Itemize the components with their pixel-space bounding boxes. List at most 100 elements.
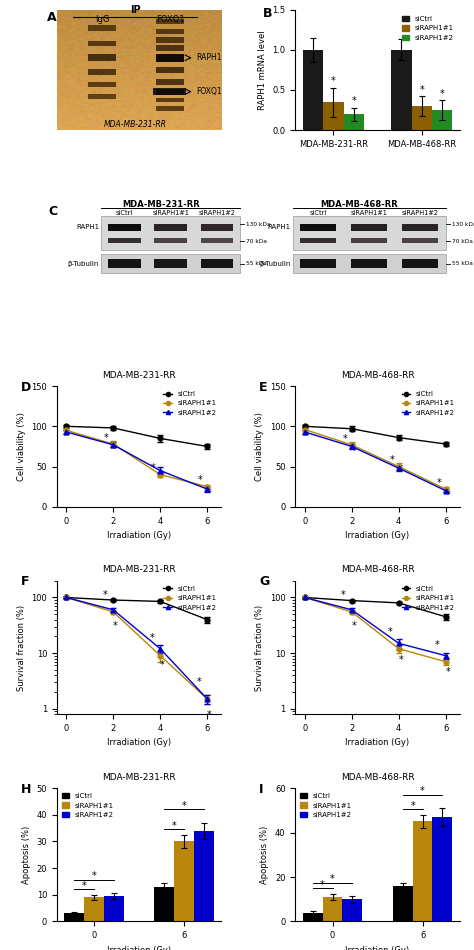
- Bar: [391, 49, 411, 130]
- Text: RAPH1: RAPH1: [76, 224, 99, 231]
- Bar: [155, 79, 184, 85]
- Bar: [155, 53, 184, 62]
- Bar: [88, 94, 117, 99]
- Bar: [155, 106, 184, 111]
- Text: *: *: [207, 488, 212, 499]
- Bar: [64, 914, 84, 922]
- Legend: siCtrl, siRAPH1#1, siRAPH1#2: siCtrl, siRAPH1#1, siRAPH1#2: [162, 584, 218, 612]
- Legend: siCtrl, siRAPH1#1, siRAPH1#2: siCtrl, siRAPH1#1, siRAPH1#2: [401, 390, 456, 417]
- Bar: [402, 258, 438, 269]
- Text: *: *: [91, 871, 96, 882]
- Text: *: *: [150, 634, 155, 643]
- Text: 55 kDa: 55 kDa: [246, 261, 267, 266]
- Text: *: *: [399, 655, 403, 665]
- Text: *: *: [341, 590, 346, 599]
- Bar: [393, 886, 413, 922]
- Text: D: D: [21, 381, 31, 394]
- Bar: [300, 224, 336, 231]
- Bar: [155, 98, 184, 103]
- Text: RAPH1: RAPH1: [267, 224, 291, 231]
- Title: MDA-MB-231-RR: MDA-MB-231-RR: [102, 370, 176, 380]
- Legend: siCtrl, siRAPH1#1, siRAPH1#2: siCtrl, siRAPH1#1, siRAPH1#2: [162, 390, 218, 417]
- Y-axis label: Apoptosis (%): Apoptosis (%): [22, 826, 31, 884]
- X-axis label: Irradiation (Gy): Irradiation (Gy): [346, 738, 410, 748]
- Bar: [351, 224, 387, 231]
- Bar: [201, 238, 233, 243]
- Text: *: *: [197, 676, 201, 687]
- Bar: [155, 66, 184, 73]
- Bar: [201, 224, 233, 231]
- Text: *: *: [410, 801, 415, 810]
- Legend: siCtrl, siRAPH1#1, siRAPH1#2: siCtrl, siRAPH1#1, siRAPH1#2: [60, 791, 115, 820]
- Y-axis label: Survival fraction (%): Survival fraction (%): [17, 604, 26, 691]
- Bar: [88, 41, 117, 46]
- Title: MDA-MB-468-RR: MDA-MB-468-RR: [341, 370, 414, 380]
- Bar: [104, 896, 124, 921]
- Bar: [323, 102, 344, 130]
- Text: G: G: [259, 576, 269, 588]
- Text: *: *: [113, 621, 118, 631]
- Bar: [155, 19, 184, 24]
- Legend: siCtrl, siRAPH1#1, siRAPH1#2: siCtrl, siRAPH1#1, siRAPH1#2: [401, 584, 456, 612]
- Bar: [174, 842, 194, 922]
- Bar: [108, 238, 141, 243]
- Title: MDA-MB-231-RR: MDA-MB-231-RR: [102, 772, 176, 782]
- X-axis label: Irradiation (Gy): Irradiation (Gy): [107, 531, 171, 540]
- Bar: [303, 913, 323, 921]
- Text: *: *: [207, 711, 212, 720]
- Bar: [411, 106, 432, 130]
- Bar: [108, 224, 141, 231]
- Text: *: *: [198, 475, 202, 485]
- Legend: siCtrl, siRAPH1#1, siRAPH1#2: siCtrl, siRAPH1#1, siRAPH1#2: [299, 791, 353, 820]
- Y-axis label: RAPH1 mRNA level: RAPH1 mRNA level: [258, 30, 267, 109]
- Text: A: A: [46, 10, 56, 24]
- Bar: [201, 258, 233, 269]
- Bar: [300, 238, 336, 243]
- Text: siCtrl: siCtrl: [310, 210, 327, 216]
- Text: *: *: [331, 76, 336, 86]
- Y-axis label: Apoptosis (%): Apoptosis (%): [260, 826, 269, 884]
- Bar: [155, 88, 184, 95]
- Text: *: *: [440, 89, 445, 99]
- Text: I: I: [259, 783, 264, 796]
- Text: *: *: [351, 97, 356, 106]
- Text: *: *: [104, 433, 109, 443]
- Y-axis label: Cell viability (%): Cell viability (%): [255, 412, 264, 481]
- Text: *: *: [389, 455, 394, 465]
- Text: siRAPH1#2: siRAPH1#2: [199, 210, 236, 216]
- FancyBboxPatch shape: [101, 216, 240, 250]
- Bar: [194, 831, 214, 922]
- Y-axis label: Survival fraction (%): Survival fraction (%): [255, 604, 264, 691]
- Bar: [155, 886, 174, 922]
- Text: siRAPH1#1: siRAPH1#1: [152, 210, 189, 216]
- Legend: siCtrl, siRAPH1#1, siRAPH1#2: siCtrl, siRAPH1#1, siRAPH1#2: [399, 13, 456, 44]
- Text: *: *: [320, 880, 325, 890]
- Bar: [432, 817, 452, 922]
- Text: *: *: [172, 821, 177, 831]
- Text: *: *: [399, 467, 403, 478]
- Bar: [155, 53, 184, 62]
- Bar: [155, 238, 187, 243]
- Text: *: *: [419, 86, 424, 95]
- Text: 130 kDa: 130 kDa: [246, 222, 271, 227]
- FancyBboxPatch shape: [292, 254, 446, 274]
- Text: F: F: [21, 576, 29, 588]
- Text: *: *: [82, 881, 87, 891]
- Text: 130 kDa: 130 kDa: [452, 222, 474, 227]
- Y-axis label: Cell viability (%): Cell viability (%): [17, 412, 26, 481]
- Text: *: *: [352, 446, 356, 456]
- Bar: [303, 49, 323, 130]
- Text: *: *: [182, 801, 186, 810]
- Bar: [342, 900, 362, 922]
- Text: siRAPH1#2: siRAPH1#2: [401, 210, 438, 216]
- Text: 55 kDa: 55 kDa: [452, 261, 473, 266]
- FancyBboxPatch shape: [292, 216, 446, 250]
- Text: *: *: [330, 874, 335, 884]
- Text: *: *: [342, 433, 347, 444]
- Bar: [88, 69, 117, 75]
- Text: RAPH1: RAPH1: [197, 53, 222, 63]
- Bar: [300, 258, 336, 269]
- Text: 70 kDa: 70 kDa: [452, 238, 473, 243]
- Text: E: E: [259, 381, 268, 394]
- Text: MDA-MB-231-RR: MDA-MB-231-RR: [103, 120, 166, 128]
